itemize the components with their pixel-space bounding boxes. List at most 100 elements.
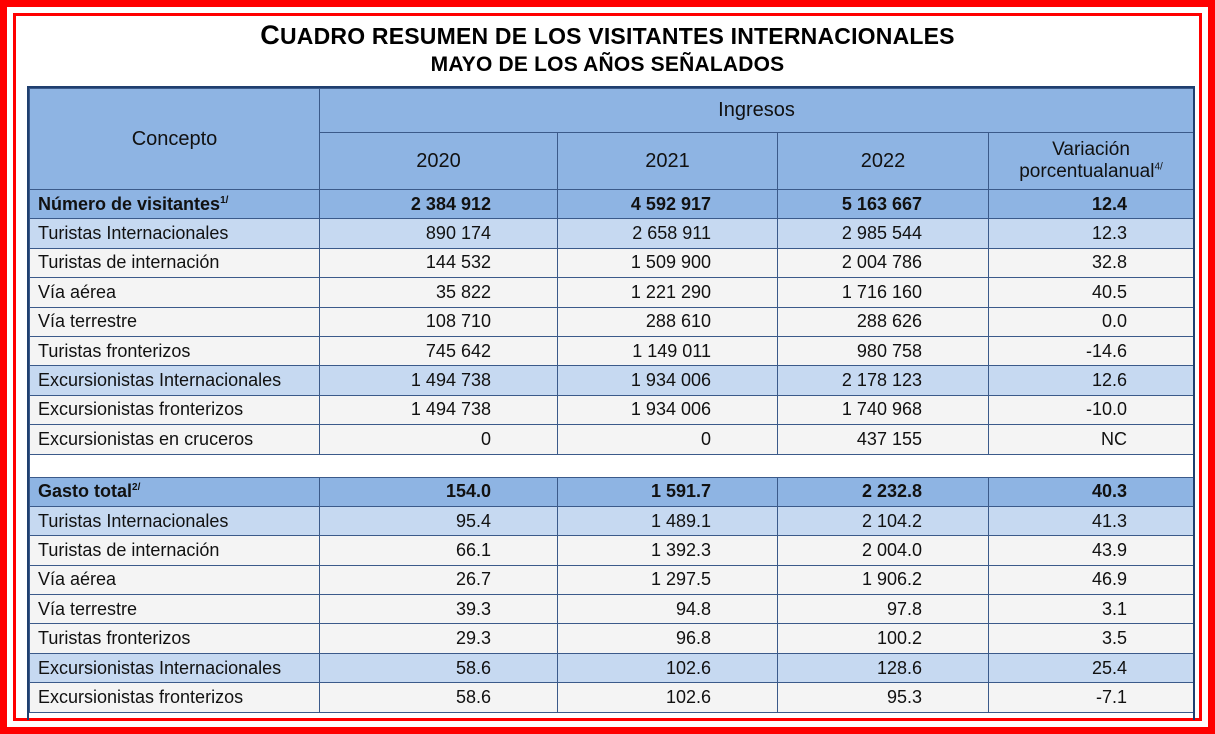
row-label: Excursionistas Internacionales: [29, 365, 320, 396]
cell-value: 0: [319, 424, 558, 455]
cell-value: 41.3: [987, 505, 1193, 537]
cell-value: 2 178 123: [777, 365, 989, 396]
header-variacion: Variación porcentualanual4/: [987, 132, 1193, 190]
summary-table-container: Concepto Ingresos 2020 2021 2022 Variaci…: [27, 86, 1195, 720]
cell-value: 745 642: [319, 335, 558, 367]
cell-value: 1 489.1: [557, 505, 778, 537]
table-row: Turistas Internacionales 95.4 1 489.1 2 104…: [29, 505, 1193, 537]
cell-value: 35 822: [319, 277, 558, 308]
cell-value: 2 232.8: [777, 476, 989, 507]
table-row: Vía aérea 26.7 1 297.5 1 906.2 46.9: [29, 564, 1193, 596]
cell-value: 1 740 968: [777, 394, 989, 426]
cell-value: 437 155: [777, 424, 989, 455]
row-label: Excursionistas fronterizos: [29, 682, 320, 713]
cell-value: 1 934 006: [557, 365, 778, 396]
row-label: Número de visitantes1/: [29, 188, 320, 220]
title-line-1: CUADRO RESUMEN DE LOS VISITANTES INTERNA…: [260, 20, 955, 50]
cell-value: 12.3: [987, 218, 1193, 249]
cell-value: 26.7: [319, 564, 558, 596]
table-row: Excursionistas Internacionales 58.6 102.6 1…: [29, 652, 1193, 684]
row-label: Turistas fronterizos: [29, 623, 320, 654]
cell-value: 154.0: [319, 476, 558, 507]
cell-value: 43.9: [987, 535, 1193, 566]
cell-value: 12.6: [987, 365, 1193, 396]
cell-value: 2 004.0: [777, 535, 989, 566]
table-row: Vía aérea 35 822 1 221 290 1 716 160 40.5: [29, 277, 1193, 308]
row-label: Vía aérea: [29, 277, 320, 308]
cell-value: 58.6: [319, 652, 558, 684]
cell-value: 46.9: [987, 564, 1193, 596]
cell-value: 1 716 160: [777, 277, 989, 308]
cell-value: 5 163 667: [777, 188, 989, 220]
cell-value: 1 297.5: [557, 564, 778, 596]
title-line-2: MAYO DE LOS AÑOS SEÑALADOS: [430, 53, 785, 76]
cell-value: 1 392.3: [557, 535, 778, 566]
row-label: Excursionistas Internacionales: [29, 652, 320, 684]
gasto-total-row: Gasto total2/154.0 1 591.7 2 232.8 40.3: [29, 476, 1193, 507]
cell-value: 29.3: [319, 623, 558, 654]
cell-value: 32.8: [987, 247, 1193, 279]
cell-value: 1 221 290: [557, 277, 778, 308]
table-row: Turistas fronterizos 29.3 96.8 100.2 3.5: [29, 623, 1193, 654]
table-row: Excursionistas en cruceros 0 0 437 155 NC: [29, 424, 1193, 455]
cell-value: 288 610: [557, 306, 778, 337]
cell-value: 2 384 912: [319, 188, 558, 220]
row-label: Turistas fronterizos: [29, 335, 320, 367]
cell-value: 2 985 544: [777, 218, 989, 249]
cell-value: 0.0: [987, 306, 1193, 337]
cell-value: 102.6: [557, 682, 778, 713]
table-row: Vía terrestre 108 710 288 610 288 626 0.0: [29, 306, 1193, 337]
table-row: Vía terrestre 39.3 94.8 97.8 3.1: [29, 594, 1193, 625]
cell-value: -7.1: [987, 682, 1193, 713]
table-row: Turistas Internacionales 890 174 2 658 911…: [29, 218, 1193, 249]
row-label: Gasto total2/: [29, 476, 320, 507]
header-year-2020: 2020: [319, 132, 558, 190]
cell-value: 128.6: [777, 652, 989, 684]
cell-value: 12.4: [987, 188, 1193, 220]
summary-table: Concepto Ingresos 2020 2021 2022 Variaci…: [29, 88, 1193, 713]
row-label: Vía aérea: [29, 564, 320, 596]
cell-value: 890 174: [319, 218, 558, 249]
cell-value: 1 149 011: [557, 335, 778, 367]
row-label: Turistas de internación: [29, 535, 320, 566]
cell-value: 97.8: [777, 594, 989, 625]
cell-value: 100.2: [777, 623, 989, 654]
cell-value: 1 934 006: [557, 394, 778, 426]
cell-value: 94.8: [557, 594, 778, 625]
cell-value: 1 509 900: [557, 247, 778, 279]
cell-value: -10.0: [987, 394, 1193, 426]
cell-value: 4 592 917: [557, 188, 778, 220]
table-row: Excursionistas fronterizos 58.6 102.6 95.3-…: [29, 682, 1193, 713]
row-label: Turistas Internacionales: [29, 505, 320, 537]
cell-value: 0: [557, 424, 778, 455]
cell-value: -14.6: [987, 335, 1193, 367]
header-concepto: Concepto: [29, 88, 320, 190]
cell-value: 108 710: [319, 306, 558, 337]
cell-value: 1 494 738: [319, 394, 558, 426]
header-ingresos: Ingresos: [318, 88, 1193, 133]
cell-value: 96.8: [557, 623, 778, 654]
visitantes-total-row: Número de visitantes1/2 384 912 4 592 917…: [29, 188, 1193, 220]
cell-value: 980 758: [777, 335, 989, 367]
inner-red-border: [13, 13, 1202, 721]
cell-value: 25.4: [987, 652, 1193, 684]
cell-value: 95.4: [319, 505, 558, 537]
row-label: Excursionistas fronterizos: [29, 394, 320, 426]
row-label: Turistas de internación: [29, 247, 320, 279]
header-year-2021: 2021: [557, 132, 778, 190]
cell-value: 39.3: [319, 594, 558, 625]
cell-value: 1 906.2: [777, 564, 989, 596]
table-row: Turistas fronterizos 745 642 1 149 011 980 …: [29, 335, 1193, 367]
header-year-2022: 2022: [777, 132, 989, 190]
table-row: Excursionistas fronterizos 1 494 738 1 934…: [29, 394, 1193, 426]
row-label: Excursionistas en cruceros: [29, 424, 320, 455]
section-spacer: [29, 453, 1193, 478]
cell-value: 2 658 911: [557, 218, 778, 249]
cell-value: 1 591.7: [557, 476, 778, 507]
cell-value: 58.6: [319, 682, 558, 713]
table-row: Excursionistas Internacionales 1 494 738 1…: [29, 365, 1193, 396]
cell-value: 288 626: [777, 306, 989, 337]
cell-value: 3.1: [987, 594, 1193, 625]
cell-value: 40.5: [987, 277, 1193, 308]
